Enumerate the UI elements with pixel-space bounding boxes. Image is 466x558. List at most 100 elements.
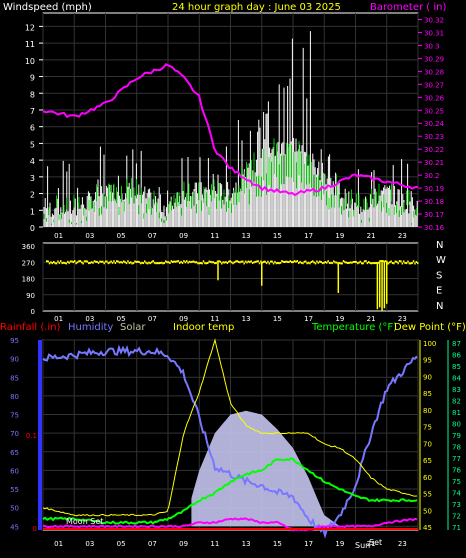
indoor-temp-line: [42, 338, 418, 517]
direction-point: [279, 261, 282, 264]
direction-point: [117, 260, 119, 263]
direction-point: [405, 262, 408, 265]
direction-point: [358, 261, 360, 264]
humidity-tick-label: 95: [10, 337, 19, 345]
direction-point: [258, 262, 261, 265]
baro-tick-label: 30.25: [424, 107, 444, 115]
temperature-tick-label: 83: [452, 386, 461, 394]
humidity-legend: Humidity: [68, 322, 113, 333]
direction-point: [148, 261, 150, 264]
humidity-y-ticks: 45 50 55 60 65 70 75 80 85 90 95: [10, 337, 42, 531]
baro-tick-label: 30.18: [424, 198, 444, 206]
direction-point: [67, 260, 69, 263]
direction-point: [351, 261, 353, 264]
direction-point: [226, 262, 229, 265]
direction-point: [169, 262, 171, 265]
direction-point: [235, 260, 237, 263]
direction-point: [109, 261, 111, 264]
direction-point: [79, 260, 82, 263]
direction-point: [397, 262, 399, 265]
direction-point: [282, 260, 285, 263]
humidity-line: [42, 344, 418, 539]
direction-point: [132, 262, 135, 265]
temperature-line: [42, 457, 418, 525]
temperature-tick-label: 75: [452, 478, 461, 486]
direction-point: [83, 260, 86, 263]
direction-tick-label: 180: [22, 276, 35, 284]
direction-point: [366, 262, 369, 265]
baro-tick-label: 30.27: [424, 81, 444, 89]
rain-y-ticks: 00.1: [26, 432, 37, 533]
temperature-tick-label: 77: [452, 455, 461, 463]
direction-point: [342, 260, 345, 263]
direction-point: [387, 262, 390, 265]
direction-point: [215, 262, 217, 265]
temperature-tick-label: 71: [452, 524, 461, 532]
direction-point: [373, 262, 376, 265]
direction-point: [407, 260, 409, 263]
direction-point: [341, 262, 343, 265]
barometer-line: [42, 63, 419, 197]
direction-point: [356, 262, 359, 265]
direction-point: [274, 260, 276, 263]
direction-point: [166, 261, 168, 264]
direction-point: [243, 262, 245, 265]
direction-point: [71, 260, 73, 263]
direction-point: [170, 260, 173, 263]
direction-point: [340, 262, 342, 265]
direction-point: [78, 260, 80, 263]
direction-point: [181, 261, 184, 264]
direction-point: [116, 260, 118, 263]
direction-point: [137, 260, 139, 263]
direction-point: [292, 261, 294, 264]
direction-point: [65, 262, 68, 265]
wind-x-label: 11: [210, 232, 219, 240]
direction-point: [75, 262, 77, 265]
direction-point: [93, 260, 96, 263]
temperature-tick-label: 80: [452, 421, 461, 429]
direction-point: [411, 261, 413, 264]
direction-point: [221, 262, 223, 265]
direction-point: [95, 260, 97, 263]
direction-point: [47, 260, 49, 263]
direction-point: [354, 260, 356, 263]
direction-point: [254, 260, 257, 263]
direction-point: [335, 261, 338, 264]
direction-point: [184, 261, 187, 264]
temp-x-label: 05: [117, 540, 126, 548]
direction-point: [312, 260, 314, 263]
direction-point: [110, 260, 112, 263]
direction-point: [76, 261, 79, 264]
direction-point: [334, 261, 336, 264]
wind-tick-label: 9: [30, 74, 35, 83]
temperature-tick-label: 81: [452, 409, 461, 417]
direction-point: [417, 262, 419, 265]
direction-panel-grid: [42, 243, 419, 311]
direction-point: [198, 262, 201, 265]
wind-x-label: 07: [148, 232, 157, 240]
direction-point: [394, 260, 397, 263]
temp-x-label: 17: [304, 540, 313, 548]
direction-point: [176, 260, 178, 263]
direction-point: [106, 260, 108, 263]
wind-x-label: 13: [242, 232, 251, 240]
direction-point: [190, 261, 192, 264]
direction-point: [410, 262, 412, 265]
direction-point: [149, 262, 152, 265]
direction-point: [305, 260, 307, 263]
direction-point: [207, 261, 209, 264]
direction-point: [310, 260, 313, 263]
direction-point: [85, 260, 87, 263]
direction-point: [204, 262, 206, 265]
direction-point: [326, 261, 328, 264]
dewpoint-tick-label: 95: [423, 357, 432, 365]
direction-point: [267, 260, 269, 263]
direction-point: [60, 260, 62, 263]
direction-point: [81, 261, 83, 264]
direction-point: [313, 261, 315, 264]
direction-point: [288, 261, 290, 264]
direction-point: [393, 262, 395, 265]
baro-tick-label: 30.17: [424, 211, 444, 219]
barometer-axis-label: Barometer ( in): [370, 2, 446, 13]
direction-point: [153, 261, 156, 264]
